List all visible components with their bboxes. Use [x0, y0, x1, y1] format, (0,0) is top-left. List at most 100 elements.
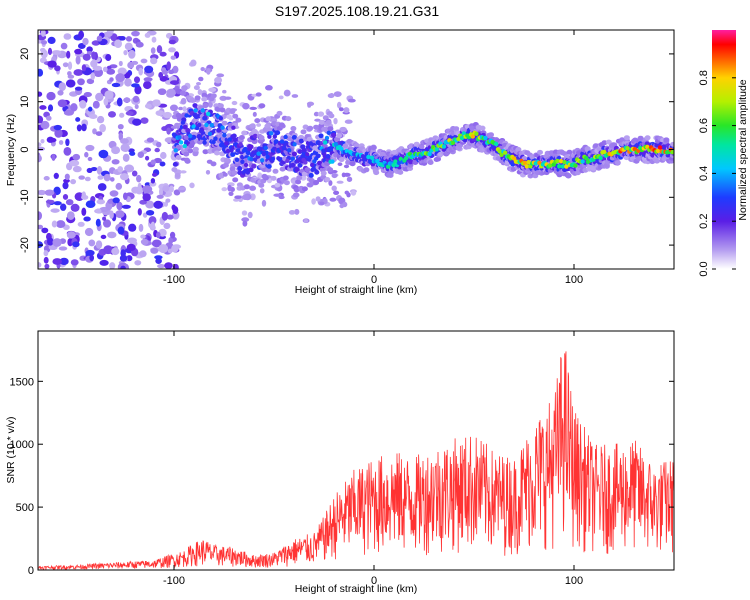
- heatmap-cell: [278, 95, 284, 100]
- heatmap-cell: [102, 66, 108, 72]
- heatmap-cell: [43, 250, 49, 257]
- heatmap-cell: [134, 85, 142, 95]
- heatmap-cell: [103, 173, 111, 182]
- heatmap-cell: [149, 181, 157, 187]
- heatmap-cell: [336, 180, 344, 184]
- heatmap-cell: [314, 118, 321, 122]
- heatmap-cell: [261, 173, 268, 179]
- heatmap-cell: [333, 190, 340, 195]
- heatmap-cell: [119, 254, 128, 262]
- heatmap-cell: [84, 151, 89, 158]
- heatmap-cell: [66, 50, 71, 59]
- heatmap-cell: [66, 211, 75, 220]
- heatmap-cell: [126, 255, 133, 262]
- heatmap-cell: [344, 148, 349, 154]
- heatmap-cell: [143, 77, 153, 82]
- heatmap-cell: [156, 256, 162, 262]
- heatmap-cell: [72, 241, 80, 248]
- heatmap-cell: [242, 102, 250, 110]
- heatmap-cell: [105, 53, 112, 62]
- heatmap-cell: [222, 162, 229, 168]
- heatmap-cell: [75, 117, 81, 122]
- heatmap-cell: [38, 211, 43, 221]
- heatmap-cell: [65, 79, 76, 88]
- heatmap-cell: [265, 85, 273, 91]
- heatmap-cell: [469, 125, 476, 131]
- heatmap-cell: [339, 203, 345, 209]
- heatmap-cell: [166, 127, 171, 135]
- heatmap-cell: [85, 200, 96, 209]
- heatmap-cell: [338, 157, 345, 163]
- heatmap-cell: [269, 131, 274, 136]
- heatmap-cell: [503, 150, 508, 155]
- heatmap-cell: [78, 30, 85, 39]
- heatmap-cell: [171, 244, 179, 253]
- heatmap-cell: [179, 90, 187, 96]
- heatmap-cell: [230, 152, 236, 157]
- heatmap-cell: [96, 199, 106, 205]
- heatmap-cell: [158, 244, 169, 254]
- heatmap-cell: [343, 172, 351, 177]
- heatmap-cell: [152, 172, 158, 177]
- heatmap-cell: [221, 187, 228, 192]
- heatmap-cell: [81, 191, 87, 199]
- heatmap-cell: [213, 121, 220, 127]
- heatmap-cell: [115, 210, 125, 219]
- y-tick-label: 1000: [10, 439, 34, 451]
- heatmap-cell: [260, 158, 265, 163]
- heatmap-cell: [294, 208, 300, 215]
- heatmap-cell: [102, 219, 112, 228]
- heatmap-cell: [83, 92, 92, 98]
- heatmap-cell: [65, 138, 70, 147]
- heatmap-cell: [222, 133, 227, 138]
- heatmap-cell: [263, 145, 268, 151]
- heatmap-cell: [327, 93, 335, 99]
- heatmap-cell: [40, 30, 46, 37]
- heatmap-cell: [63, 33, 72, 40]
- heatmap-cell: [291, 135, 297, 140]
- heatmap-cell: [224, 141, 229, 146]
- heatmap-cell: [328, 180, 333, 186]
- heatmap-cell: [122, 192, 128, 200]
- heatmap-cell: [116, 97, 123, 107]
- heatmap-cell: [178, 186, 186, 191]
- heatmap-cell: [214, 76, 223, 84]
- heatmap-cell: [43, 176, 50, 181]
- heatmap-cell: [313, 124, 320, 130]
- heatmap-cell: [558, 159, 564, 164]
- heatmap-cell: [157, 88, 167, 96]
- heatmap-cell: [62, 62, 69, 68]
- heatmap-cell: [60, 42, 68, 50]
- heatmap-cell: [287, 148, 292, 153]
- colorbar-tick-label: 0.2: [698, 214, 710, 229]
- heatmap-cell: [265, 116, 272, 122]
- heatmap-cell: [157, 263, 166, 269]
- heatmap-cell: [122, 153, 130, 162]
- heatmap-cell: [140, 234, 146, 239]
- heatmap-cell: [170, 55, 177, 60]
- y-tick-label: 10: [19, 96, 31, 108]
- heatmap-cell: [85, 249, 95, 256]
- heatmap-cell: [95, 240, 103, 249]
- heatmap-cell: [109, 262, 116, 269]
- heatmap-cell: [304, 167, 311, 173]
- heatmap-cell: [62, 193, 69, 200]
- heatmap-cell: [290, 156, 295, 161]
- heatmap-cell: [625, 146, 630, 151]
- heatmap-cell: [50, 208, 60, 213]
- heatmap-cell: [111, 82, 121, 88]
- heatmap-cell: [347, 98, 356, 103]
- heatmap-cell: [67, 71, 72, 76]
- colorbar-tick-label: 0.6: [698, 118, 710, 133]
- heatmap-cell: [38, 142, 42, 147]
- heatmap-cell: [223, 157, 230, 163]
- colorbar-tick-label: 0.8: [698, 70, 710, 85]
- heatmap-cell: [63, 147, 72, 156]
- heatmap-cell: [44, 263, 50, 269]
- heatmap-cell: [128, 49, 136, 59]
- heatmap-cell: [103, 98, 109, 106]
- heatmap-cell: [580, 159, 585, 164]
- heatmap-cell: [245, 150, 251, 156]
- heatmap-cell: [433, 157, 440, 162]
- heatmap-cell: [60, 203, 67, 211]
